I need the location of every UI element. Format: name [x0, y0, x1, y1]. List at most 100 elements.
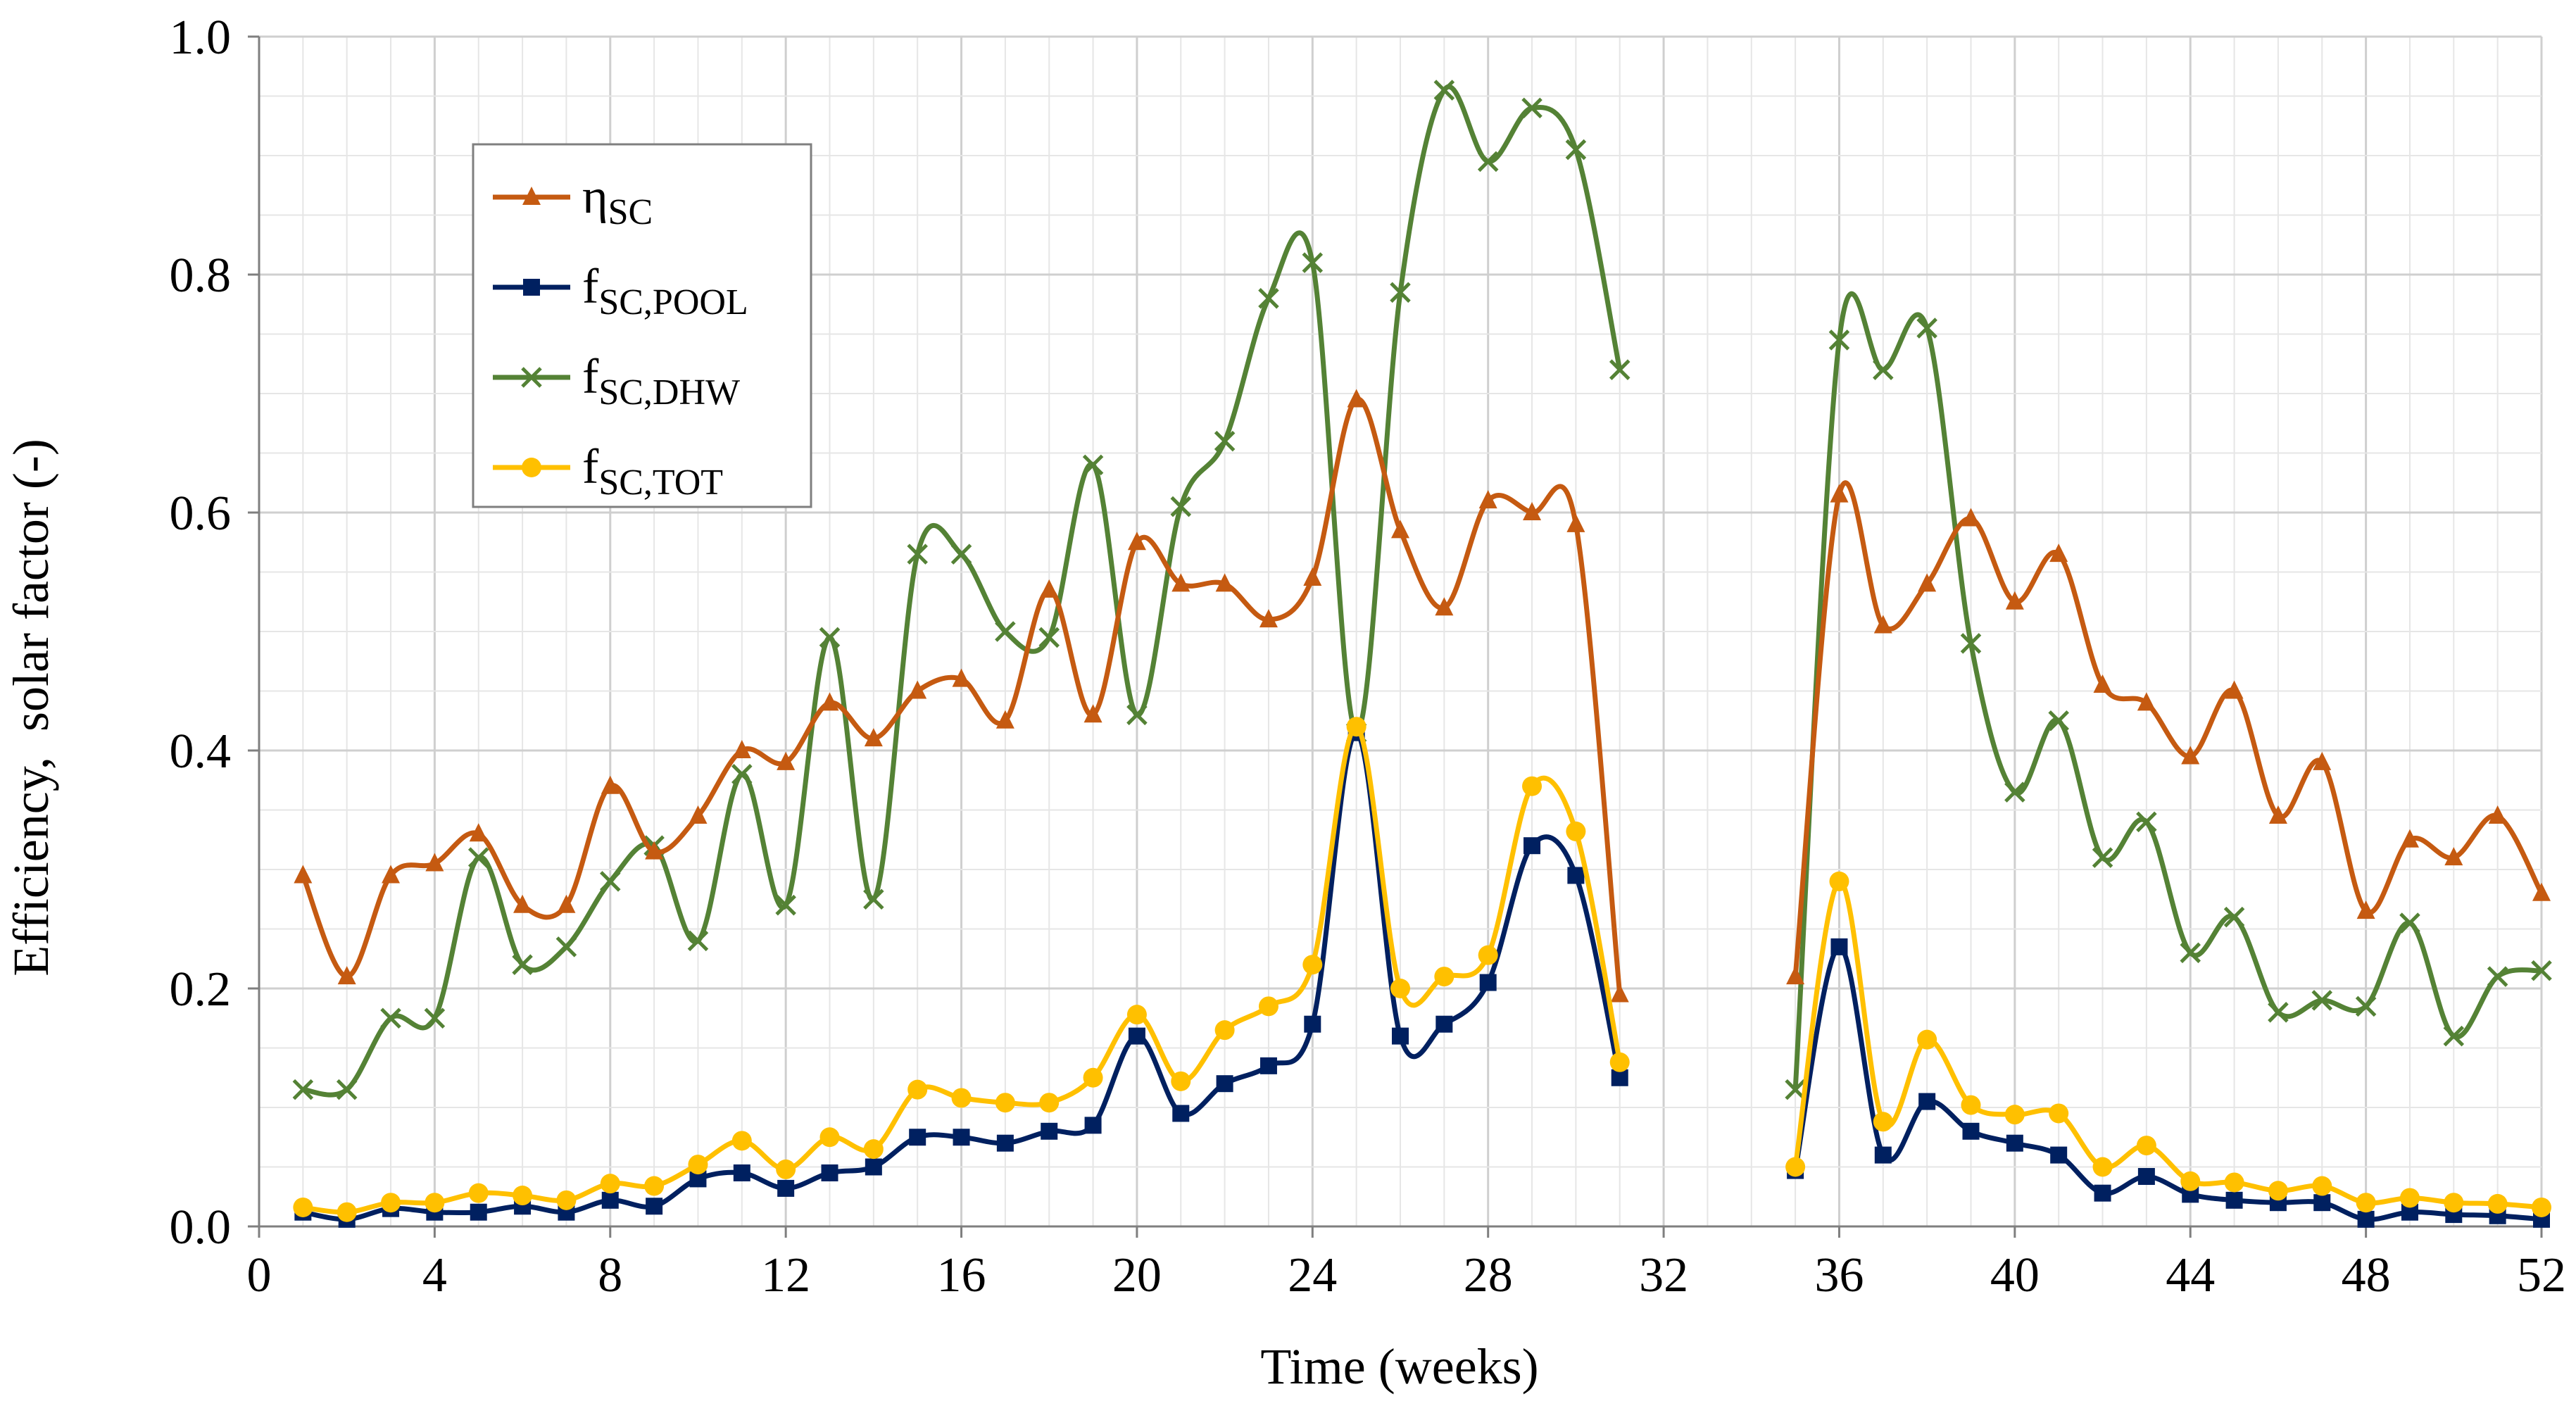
data-point: [2180, 942, 2201, 964]
legend-entry: fSC,POOL: [493, 260, 748, 322]
data-point: [1830, 484, 1849, 503]
data-point: [1171, 1071, 1191, 1091]
legend-label-main: f: [582, 350, 599, 404]
y-tick-label: 0.4: [170, 724, 232, 779]
data-point: [555, 936, 577, 957]
data-point: [381, 1193, 401, 1213]
data-point: [1216, 1075, 1233, 1093]
data-point: [819, 627, 841, 648]
data-point: [1916, 318, 1937, 339]
data-point: [2312, 1176, 2332, 1196]
x-tick-label: 24: [1288, 1248, 1337, 1302]
data-point: [1830, 938, 1848, 955]
data-point: [2225, 680, 2244, 699]
data-point: [1522, 776, 1543, 796]
data-point: [2313, 751, 2332, 770]
x-tick-label: 8: [598, 1248, 622, 1302]
legend-label-subscript: SC,TOT: [598, 463, 723, 503]
data-point: [2093, 674, 2112, 693]
legend-entry: fSC,TOT: [493, 440, 723, 503]
data-point: [1961, 508, 1980, 527]
data-point: [2049, 544, 2068, 563]
data-point: [732, 740, 751, 758]
data-point: [907, 1079, 928, 1100]
data-point: [1127, 532, 1146, 551]
data-point: [2223, 906, 2245, 928]
data-point: [2004, 781, 2025, 803]
data-point: [467, 847, 489, 868]
legend-swatch-marker: [523, 279, 540, 296]
data-point: [1041, 1122, 1058, 1140]
y-tick-label: 0.0: [170, 1200, 232, 1255]
data-point: [1082, 454, 1104, 476]
data-point: [1918, 573, 1937, 592]
data-point: [1434, 967, 1455, 987]
legend-label: fSC,TOT: [582, 440, 723, 503]
data-point: [2399, 1188, 2420, 1208]
data-point: [2268, 805, 2287, 824]
data-point: [644, 1176, 665, 1196]
series-fsc-tot: [293, 717, 2551, 1222]
data-point: [2531, 960, 2552, 981]
data-point: [864, 728, 883, 747]
series-fsc-dhw: [292, 80, 2552, 1100]
data-point: [1609, 359, 1631, 380]
data-point: [1392, 1027, 1409, 1045]
data-point: [1873, 359, 1894, 380]
data-point: [1215, 573, 1234, 592]
series-line: [1792, 291, 2544, 1093]
data-point: [292, 1079, 314, 1100]
x-tick-label: 28: [1464, 1248, 1513, 1302]
data-point: [645, 841, 664, 860]
data-point: [1084, 1117, 1102, 1134]
data-point: [731, 1131, 752, 1151]
data-point: [2400, 829, 2419, 848]
data-point: [2313, 1194, 2331, 1212]
legend-label: fSC,DHW: [582, 350, 740, 413]
data-point: [2050, 1146, 2068, 1164]
data-point: [1039, 1093, 1060, 1113]
y-tick-label: 1.0: [170, 11, 232, 65]
data-point: [1873, 1112, 1893, 1132]
data-point: [1126, 1005, 1147, 1025]
data-point: [1128, 1027, 1145, 1045]
data-point: [2049, 1103, 2069, 1124]
data-point: [1479, 974, 1497, 991]
data-point: [1433, 80, 1455, 101]
data-point: [380, 1007, 401, 1029]
data-point: [731, 764, 753, 785]
legend-label-main: f: [582, 260, 599, 314]
data-point: [1391, 520, 1409, 539]
data-point: [2092, 1157, 2113, 1177]
data-point: [646, 1198, 663, 1215]
legend-label-main: f: [582, 440, 599, 494]
data-point: [601, 1191, 619, 1209]
data-point: [909, 1129, 926, 1146]
data-point: [776, 1159, 796, 1179]
data-point: [2224, 1172, 2244, 1193]
data-point: [1478, 945, 1498, 965]
plot-area: [292, 80, 2552, 1228]
data-point: [2356, 900, 2375, 919]
data-point: [513, 894, 532, 913]
data-point: [2357, 1210, 2375, 1228]
data-point: [1126, 704, 1148, 726]
data-point: [469, 823, 488, 842]
legend-label: fSC,POOL: [582, 260, 748, 322]
data-point: [513, 1186, 533, 1206]
data-point: [1962, 1122, 1980, 1140]
data-point: [424, 1007, 446, 1029]
data-point: [1786, 966, 1805, 985]
data-point: [1521, 97, 1543, 119]
data-point: [600, 871, 621, 892]
data-point: [1785, 1157, 1806, 1177]
data-point: [2180, 1171, 2201, 1191]
data-point: [293, 1197, 313, 1217]
data-point: [336, 1079, 358, 1100]
legend-label-subscript: SC,DHW: [598, 372, 740, 413]
data-point: [1171, 573, 1190, 592]
x-tick-label: 0: [247, 1248, 272, 1302]
series-line: [1792, 879, 2544, 1210]
data-point: [688, 1155, 708, 1175]
